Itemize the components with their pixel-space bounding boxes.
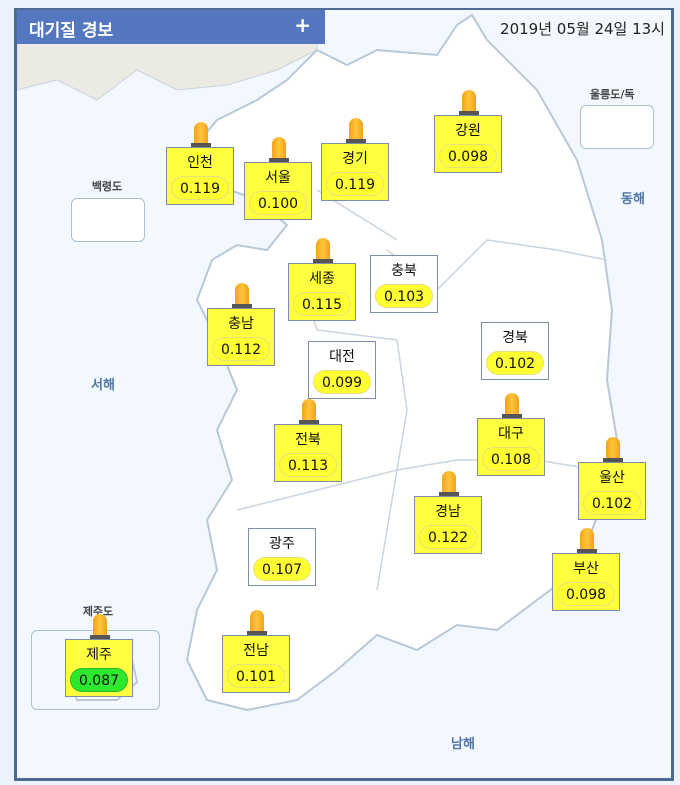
region-value: 0.102 bbox=[486, 351, 544, 375]
region-box[interactable]: 대구 0.108 bbox=[477, 393, 545, 476]
region-name: 경북 bbox=[502, 330, 528, 346]
region-name: 서울 bbox=[265, 170, 291, 186]
panel-header: 대기질 경보 + bbox=[17, 10, 325, 44]
region-box[interactable]: 세종 0.115 bbox=[288, 238, 356, 321]
region-box[interactable]: 경기 0.119 bbox=[321, 118, 389, 201]
datetime-label: 2019년 05월 24일 13시 bbox=[500, 20, 665, 38]
inset-label-baengnyeong: 백령도 bbox=[91, 180, 123, 193]
region-value: 0.101 bbox=[227, 664, 285, 688]
region-value: 0.103 bbox=[375, 284, 433, 308]
region-box[interactable]: 부산 0.098 bbox=[552, 528, 620, 611]
air-quality-map: 대기질 경보 + 2019년 05월 24일 13시 백령도 울릉도/독도 제주… bbox=[14, 8, 674, 781]
region-box[interactable]: 서울 0.100 bbox=[244, 137, 312, 220]
alarm-light-icon bbox=[232, 283, 252, 309]
alarm-light-icon bbox=[502, 393, 522, 419]
region-name: 전남 bbox=[243, 643, 269, 659]
region-value: 0.112 bbox=[212, 337, 270, 361]
region-value: 0.113 bbox=[279, 453, 337, 477]
region-value: 0.107 bbox=[253, 557, 311, 581]
region-box[interactable]: 충남 0.112 bbox=[207, 283, 275, 366]
region-value: 0.098 bbox=[557, 582, 615, 606]
region-value: 0.122 bbox=[419, 525, 477, 549]
alarm-light-icon bbox=[313, 238, 333, 264]
alarm-light-icon bbox=[247, 610, 267, 636]
region-box[interactable]: 충북 0.103 bbox=[370, 255, 438, 313]
region-value: 0.087 bbox=[70, 668, 128, 692]
region-box[interactable]: 제주 0.087 bbox=[65, 614, 133, 697]
region-value: 0.098 bbox=[439, 144, 497, 168]
region-box[interactable]: 울산 0.102 bbox=[578, 437, 646, 520]
alarm-light-icon bbox=[577, 528, 597, 554]
region-box[interactable]: 경북 0.102 bbox=[481, 322, 549, 380]
region-name: 충남 bbox=[228, 316, 254, 332]
region-box[interactable]: 강원 0.098 bbox=[434, 90, 502, 173]
panel-title: 대기질 경보 bbox=[29, 21, 114, 41]
expand-button[interactable]: + bbox=[294, 13, 311, 37]
region-value: 0.115 bbox=[293, 292, 351, 316]
region-value: 0.119 bbox=[171, 176, 229, 200]
alarm-light-icon bbox=[191, 122, 211, 148]
sea-label-south: 남해 bbox=[451, 737, 475, 752]
region-box[interactable]: 전북 0.113 bbox=[274, 399, 342, 482]
region-value: 0.102 bbox=[583, 491, 641, 515]
region-box[interactable]: 인천 0.119 bbox=[166, 122, 234, 205]
alarm-light-icon bbox=[269, 137, 289, 163]
region-name: 경기 bbox=[342, 151, 368, 167]
alarm-light-icon bbox=[439, 471, 459, 497]
region-box[interactable]: 대전 0.099 bbox=[308, 341, 376, 399]
region-name: 강원 bbox=[455, 123, 481, 139]
region-name: 대구 bbox=[498, 426, 524, 442]
region-value: 0.119 bbox=[326, 172, 384, 196]
region-box[interactable]: 경남 0.122 bbox=[414, 471, 482, 554]
alarm-light-icon bbox=[459, 90, 479, 116]
alarm-light-icon bbox=[90, 614, 110, 640]
region-name: 충북 bbox=[391, 263, 417, 279]
region-name: 대전 bbox=[329, 349, 355, 365]
alarm-light-icon bbox=[299, 399, 319, 425]
region-value: 0.099 bbox=[313, 370, 371, 394]
alarm-light-icon bbox=[346, 118, 366, 144]
inset-baengnyeong bbox=[71, 198, 145, 242]
region-name: 인천 bbox=[187, 155, 213, 171]
region-name: 전북 bbox=[295, 432, 321, 448]
sea-label-west: 서해 bbox=[91, 378, 115, 393]
sea-label-east: 동해 bbox=[621, 192, 645, 207]
region-name: 경남 bbox=[435, 504, 461, 520]
region-value: 0.108 bbox=[482, 447, 540, 471]
region-box[interactable]: 전남 0.101 bbox=[222, 610, 290, 693]
region-name: 부산 bbox=[573, 561, 599, 577]
inset-label-jeju: 제주도 bbox=[82, 605, 114, 618]
region-name: 제주 bbox=[86, 647, 112, 663]
region-name: 울산 bbox=[599, 470, 625, 486]
inset-ulleung bbox=[580, 105, 654, 149]
region-box[interactable]: 광주 0.107 bbox=[248, 528, 316, 586]
region-name: 세종 bbox=[309, 271, 335, 287]
alarm-light-icon bbox=[603, 437, 623, 463]
region-name: 광주 bbox=[269, 536, 295, 552]
region-value: 0.100 bbox=[249, 191, 307, 215]
